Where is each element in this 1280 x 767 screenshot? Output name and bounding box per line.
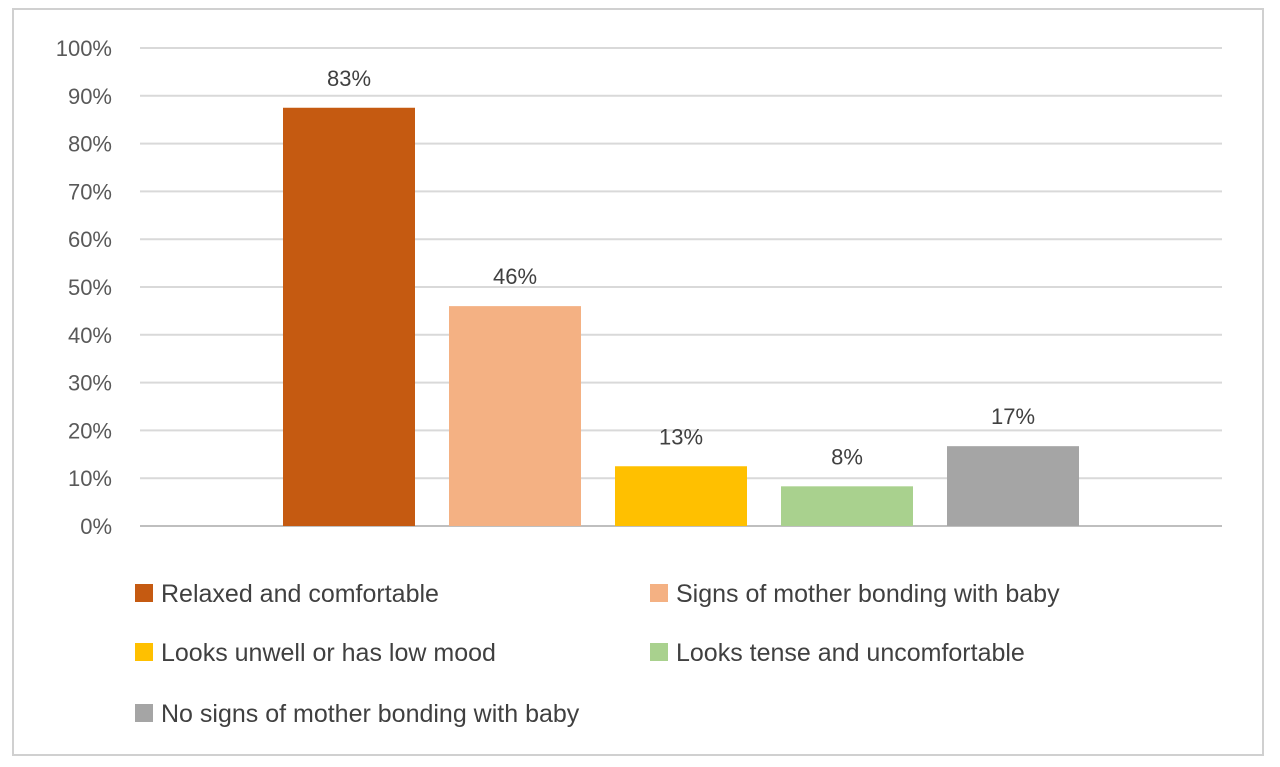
y-tick-label: 80%	[68, 132, 112, 157]
legend-label: Looks unwell or has low mood	[161, 639, 496, 667]
y-tick-label: 90%	[68, 84, 112, 109]
bar	[615, 466, 747, 526]
y-tick-label: 70%	[68, 179, 112, 204]
legend-swatch	[135, 704, 153, 722]
data-label: 46%	[493, 264, 537, 289]
bar	[781, 486, 913, 526]
legend-label: Signs of mother bonding with baby	[676, 580, 1060, 608]
legend-swatch	[135, 643, 153, 661]
bar	[947, 446, 1079, 526]
bar	[449, 306, 581, 526]
y-tick-label: 40%	[68, 323, 112, 348]
data-label: 13%	[659, 424, 703, 449]
y-tick-label: 10%	[68, 466, 112, 491]
legend-swatch	[135, 584, 153, 602]
data-label: 17%	[991, 404, 1035, 429]
legend-label: Relaxed and comfortable	[161, 580, 439, 608]
legend-label: No signs of mother bonding with baby	[161, 700, 580, 728]
y-tick-label: 50%	[68, 275, 112, 300]
bar	[283, 107, 415, 526]
data-label: 8%	[831, 444, 863, 469]
legend-label: Looks tense and uncomfortable	[676, 639, 1025, 667]
y-tick-label: 20%	[68, 418, 112, 443]
y-tick-label: 100%	[56, 36, 112, 61]
data-label: 83%	[327, 66, 371, 91]
y-tick-label: 0%	[80, 514, 112, 539]
y-tick-label: 60%	[68, 227, 112, 252]
legend-swatch	[650, 643, 668, 661]
legend-swatch	[650, 584, 668, 602]
y-tick-label: 30%	[68, 371, 112, 396]
